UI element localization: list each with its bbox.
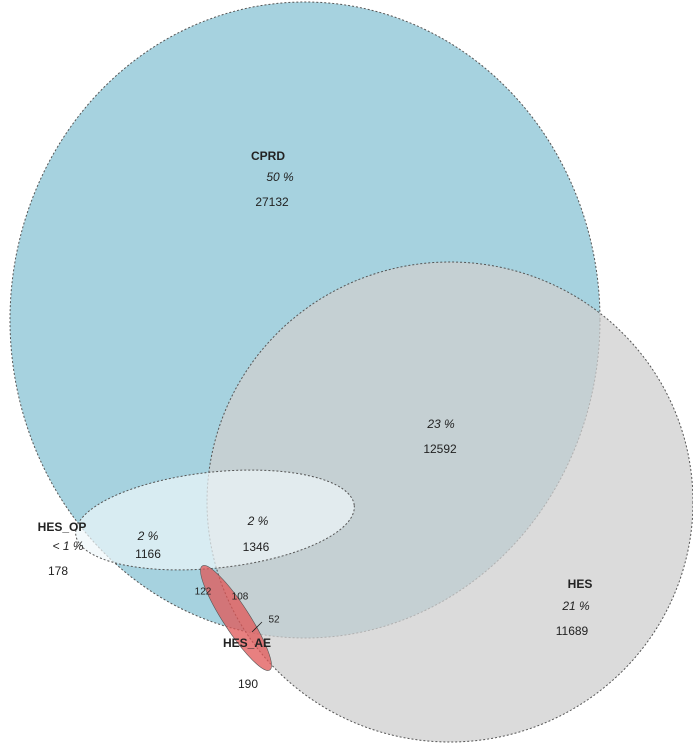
region-count: 11689: [556, 624, 589, 638]
region-percent: 23 %: [426, 417, 455, 431]
leader-line: [251, 621, 263, 633]
region-percent: 50 %: [266, 170, 294, 184]
set-label: HES_OP: [38, 520, 87, 534]
set-label: HES: [568, 577, 593, 591]
region-count: 178: [48, 564, 68, 578]
region-count: 108: [232, 592, 249, 603]
hes-ae-set: [200, 565, 272, 671]
region-count: 52: [268, 615, 280, 626]
region-count: 190: [238, 677, 258, 691]
region-count: 1166: [135, 547, 161, 561]
region-percent: < 1 %: [52, 539, 83, 553]
region-count: 1346: [243, 540, 270, 554]
region-count: 12592: [423, 442, 457, 456]
region-count: 122: [195, 587, 212, 598]
set-label: CPRD: [251, 149, 285, 163]
hes-op-set: [75, 469, 355, 571]
set-label: HES_AE: [223, 636, 271, 650]
region-percent: 2 %: [247, 514, 269, 528]
region-count: 27132: [255, 195, 289, 209]
region-percent: 2 %: [137, 529, 159, 543]
region-percent: 21 %: [561, 599, 590, 613]
hes-set: [206, 261, 693, 743]
